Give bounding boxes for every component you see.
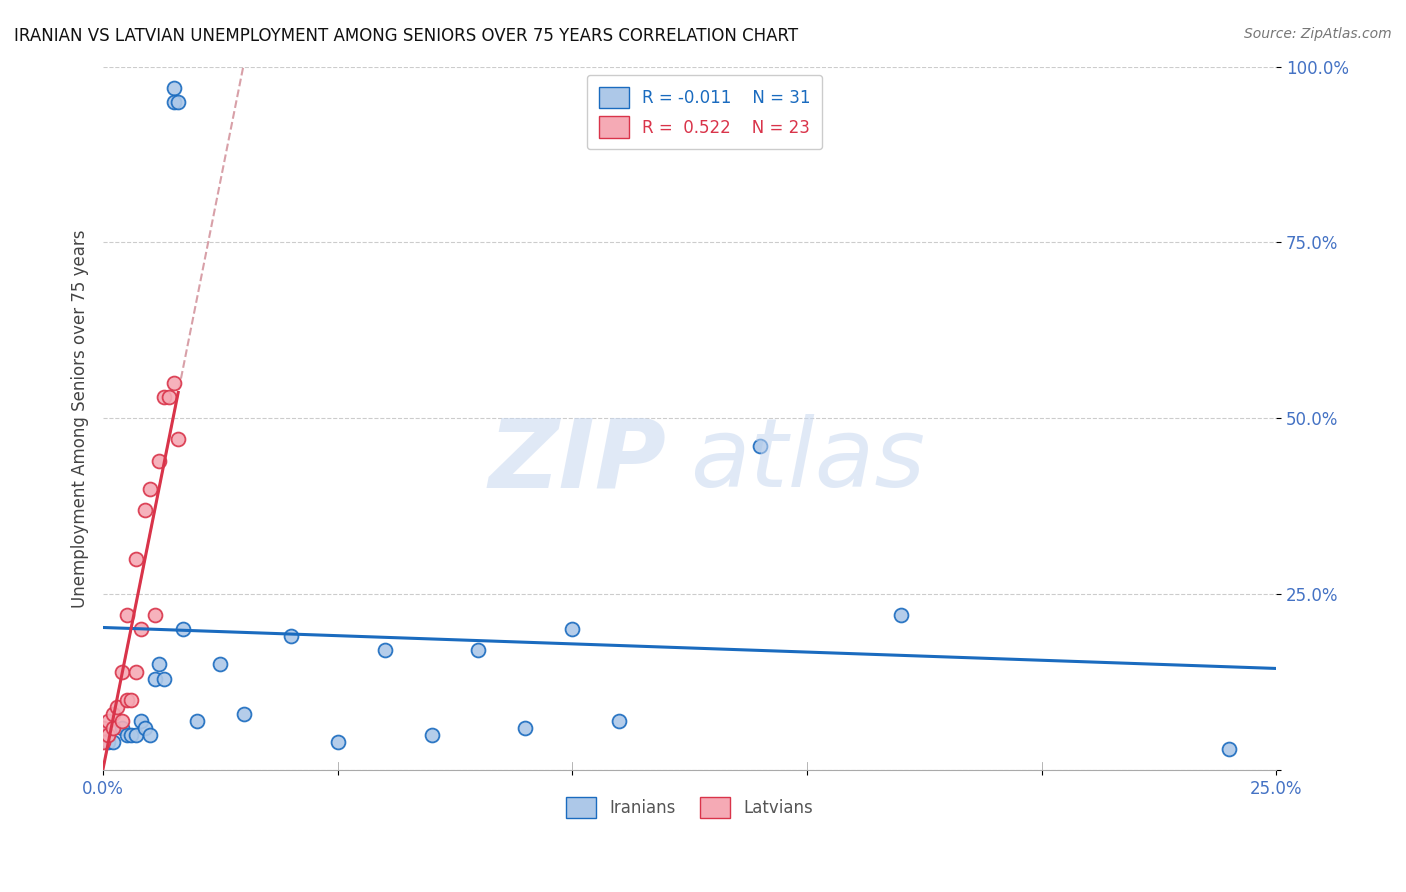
Point (157, 390, 180, 404)
Y-axis label: Unemployment Among Seniors over 75 years: Unemployment Among Seniors over 75 years (72, 229, 89, 607)
Point (167, 95, 190, 109)
Point (162, 376, 184, 391)
Point (105, 699, 128, 714)
Point (143, 672, 166, 686)
Point (561, 623, 583, 637)
Point (129, 623, 152, 637)
Point (115, 608, 138, 623)
Point (232, 706, 254, 721)
Legend: Iranians, Latvians: Iranians, Latvians (560, 790, 820, 825)
Point (134, 721, 156, 735)
Point (280, 629, 302, 643)
Point (125, 728, 148, 742)
Point (101, 706, 124, 721)
Point (97, 735, 120, 749)
Point (326, 735, 349, 749)
Point (101, 735, 124, 749)
Point (420, 728, 443, 742)
Point (148, 453, 170, 467)
Point (607, 714, 630, 728)
Point (111, 665, 134, 679)
Point (186, 714, 208, 728)
Point (153, 390, 176, 404)
Point (139, 728, 162, 742)
Text: atlas: atlas (689, 414, 925, 507)
Point (115, 692, 138, 706)
Point (120, 692, 142, 706)
Text: IRANIAN VS LATVIAN UNEMPLOYMENT AMONG SENIORS OVER 75 YEARS CORRELATION CHART: IRANIAN VS LATVIAN UNEMPLOYMENT AMONG SE… (14, 27, 799, 45)
Point (374, 643, 396, 657)
Point (148, 657, 170, 672)
Point (162, 95, 184, 109)
Point (172, 623, 194, 637)
Point (134, 502, 156, 516)
Point (890, 608, 912, 623)
Point (167, 433, 190, 447)
Point (97, 728, 120, 742)
Point (97, 714, 120, 728)
Point (143, 608, 166, 623)
Point (111, 714, 134, 728)
Point (129, 714, 152, 728)
Point (115, 728, 138, 742)
Point (749, 439, 772, 453)
Point (125, 552, 148, 566)
Point (515, 721, 537, 735)
Point (139, 482, 162, 496)
Point (91, 735, 114, 749)
Point (162, 80, 184, 95)
Point (467, 643, 489, 657)
Text: Source: ZipAtlas.com: Source: ZipAtlas.com (1244, 27, 1392, 41)
Point (91, 721, 114, 735)
Point (209, 657, 232, 672)
Point (91, 728, 114, 742)
Point (1218, 742, 1240, 756)
Point (111, 721, 134, 735)
Point (153, 672, 176, 686)
Text: ZIP: ZIP (488, 414, 666, 507)
Point (120, 728, 142, 742)
Point (101, 721, 124, 735)
Point (125, 665, 148, 679)
